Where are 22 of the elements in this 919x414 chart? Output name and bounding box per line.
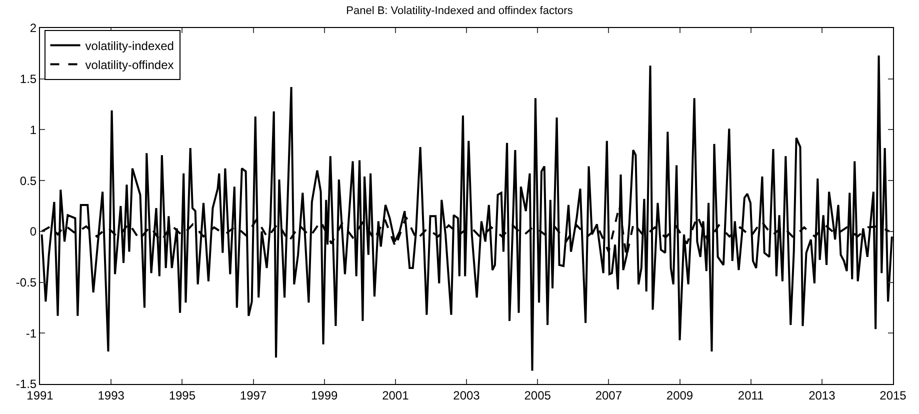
x-tick-label: 2009 — [666, 388, 694, 402]
chart-title: Panel B: Volatility-Indexed and offindex factors — [346, 4, 574, 17]
x-tick-label: 1993 — [98, 388, 125, 402]
x-tick-label: 2011 — [738, 388, 764, 402]
y-tick-label: 2 — [30, 21, 37, 36]
x-tick-label: 2015 — [880, 388, 907, 402]
x-tick-label: 1997 — [240, 388, 267, 402]
x-tick-label: 1995 — [168, 388, 196, 402]
y-tick-label: -0.5 — [16, 275, 37, 290]
y-tick-label: 1 — [30, 122, 37, 137]
y-tick-label: 0 — [30, 224, 37, 239]
legend-label: volatility-indexed — [85, 38, 174, 53]
y-tick-label: 0.5 — [20, 174, 37, 188]
legend-label: volatility-offindex — [85, 58, 174, 72]
y-tick-label: 1.5 — [20, 72, 37, 86]
x-tick-label: 2001 — [382, 388, 410, 402]
x-tick-label: 2005 — [524, 388, 552, 402]
x-tick-label: 2007 — [595, 388, 622, 402]
x-tick-label: 2003 — [453, 388, 480, 402]
x-tick-label: 1999 — [310, 388, 338, 402]
x-tick-label: 2013 — [808, 388, 836, 402]
y-tick-label: -1 — [26, 326, 37, 340]
